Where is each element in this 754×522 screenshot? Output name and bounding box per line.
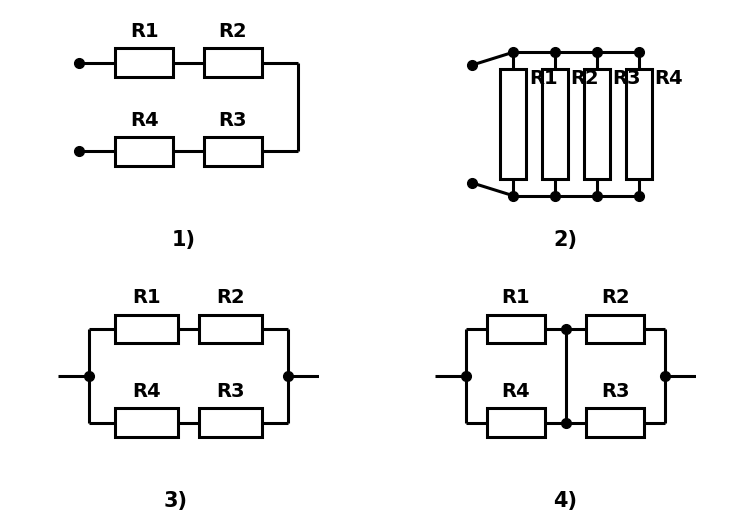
Text: R2: R2 [216, 288, 244, 307]
Text: R4: R4 [130, 111, 158, 130]
Bar [587, 314, 644, 343]
Text: 2): 2) [553, 230, 578, 250]
Bar [487, 408, 544, 437]
Text: 1): 1) [171, 230, 195, 250]
Text: R2: R2 [601, 288, 630, 307]
Text: R3: R3 [219, 111, 247, 130]
Bar [204, 137, 262, 166]
Bar [204, 49, 262, 77]
Bar [626, 69, 651, 179]
Text: R1: R1 [501, 288, 530, 307]
Bar [542, 69, 568, 179]
Text: R3: R3 [601, 382, 630, 401]
Bar [115, 408, 178, 437]
Bar [487, 314, 544, 343]
Text: R2: R2 [219, 22, 247, 41]
Text: 4): 4) [553, 491, 578, 511]
Text: R1: R1 [529, 69, 558, 88]
Bar [500, 69, 526, 179]
Text: R4: R4 [654, 69, 683, 88]
Text: R1: R1 [130, 22, 158, 41]
Text: R3: R3 [216, 382, 244, 401]
Bar [115, 49, 173, 77]
Bar [199, 314, 262, 343]
Text: R2: R2 [571, 69, 599, 88]
Bar [584, 69, 610, 179]
Text: R3: R3 [612, 69, 641, 88]
Text: R1: R1 [133, 288, 161, 307]
Text: R4: R4 [501, 382, 530, 401]
Bar [115, 137, 173, 166]
Bar [199, 408, 262, 437]
Bar [587, 408, 644, 437]
Text: 3): 3) [164, 491, 188, 511]
Text: R4: R4 [133, 382, 161, 401]
Bar [115, 314, 178, 343]
